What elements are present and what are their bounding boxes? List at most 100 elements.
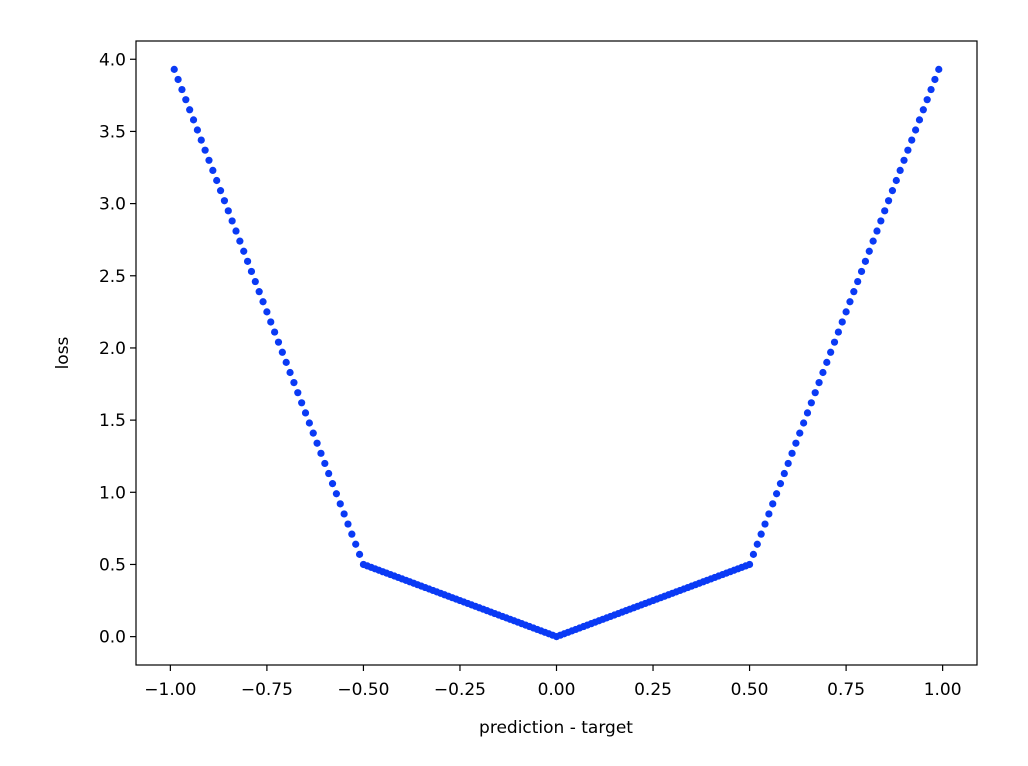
data-point: [344, 520, 352, 528]
y-tick-label: 0.0: [99, 628, 126, 648]
y-tick-label: 2.5: [99, 267, 126, 287]
data-point: [765, 510, 773, 518]
y-tick-label: 3.0: [99, 195, 126, 215]
data-point: [927, 85, 935, 94]
data-point: [815, 378, 823, 387]
data-point: [352, 540, 360, 548]
data-point: [896, 166, 904, 175]
data-point: [332, 490, 341, 498]
data-point: [811, 389, 819, 397]
data-point: [772, 490, 781, 498]
x-tick-label: −0.25: [434, 680, 486, 700]
data-point: [873, 227, 881, 235]
data-point: [830, 338, 839, 346]
data-point: [807, 399, 815, 407]
data-point: [788, 449, 796, 457]
data-point: [213, 176, 221, 185]
data-point: [904, 146, 912, 154]
data-point: [255, 288, 263, 296]
data-point: [186, 106, 194, 114]
y-tick-label: 4.0: [99, 50, 126, 70]
data-point: [236, 237, 244, 245]
data-point: [301, 409, 310, 417]
x-tick-label: 0.75: [827, 680, 865, 700]
data-point: [819, 368, 827, 377]
data-point: [220, 197, 229, 205]
data-point: [317, 449, 325, 457]
y-tick-label: 3.5: [99, 122, 126, 142]
data-point: [792, 439, 800, 447]
data-point: [823, 358, 831, 366]
plot-frame: [135, 40, 978, 666]
x-tick-label: 0.00: [538, 680, 576, 700]
data-point: [193, 126, 201, 134]
data-point: [271, 328, 279, 336]
data-point: [259, 298, 267, 306]
data-point: [854, 277, 862, 286]
data-point: [803, 409, 812, 417]
y-tick-label: 2.0: [99, 339, 126, 359]
data-point: [197, 136, 205, 144]
x-tick-label: −1.00: [144, 680, 196, 700]
data-point: [908, 136, 916, 144]
data-point: [761, 520, 769, 528]
x-axis-label: prediction - target: [479, 718, 633, 738]
data-point: [340, 510, 348, 518]
x-tick-label: 0.25: [634, 680, 672, 700]
data-point: [931, 75, 939, 84]
data-point: [884, 197, 893, 205]
data-point: [881, 207, 889, 215]
data-point: [780, 469, 788, 478]
data-point: [800, 419, 808, 427]
data-point: [205, 156, 213, 164]
data-point: [888, 187, 897, 195]
data-point: [834, 328, 842, 336]
data-point: [857, 267, 866, 276]
y-tick-label: 1.0: [99, 483, 126, 503]
data-point: [274, 338, 283, 346]
data-point: [892, 176, 900, 185]
data-point: [201, 146, 209, 154]
data-point: [842, 308, 850, 316]
x-tick-label: −0.50: [337, 680, 389, 700]
data-point: [216, 187, 225, 195]
data-point: [336, 500, 344, 508]
data-point: [865, 247, 873, 255]
data-point: [178, 85, 186, 94]
data-point: [776, 480, 785, 488]
data-point: [170, 65, 178, 73]
data-point: [861, 257, 870, 265]
data-point: [182, 96, 190, 104]
data-point: [912, 126, 920, 134]
data-point: [355, 550, 364, 558]
y-axis-label: loss: [53, 336, 73, 369]
data-point: [919, 106, 927, 114]
data-point: [189, 116, 198, 124]
data-point: [309, 429, 317, 437]
data-point: [827, 348, 835, 356]
data-point: [240, 247, 248, 255]
data-point: [267, 318, 275, 326]
data-point: [757, 530, 765, 538]
data-point: [850, 288, 858, 296]
data-point: [796, 429, 804, 437]
data-point: [877, 217, 885, 225]
data-point: [209, 166, 217, 175]
data-point: [294, 389, 302, 397]
data-point: [224, 207, 232, 215]
data-point: [232, 227, 240, 235]
data-point: [838, 318, 846, 326]
data-point: [325, 469, 333, 478]
data-point: [321, 459, 329, 468]
data-point: [753, 540, 761, 548]
data-point: [846, 298, 854, 306]
data-point: [749, 550, 758, 558]
data-point: [243, 257, 252, 265]
y-tick-label: 1.5: [99, 411, 126, 431]
x-tick-label: 0.50: [731, 680, 769, 700]
data-point: [282, 358, 290, 366]
data-point: [745, 560, 754, 569]
data-point: [305, 419, 313, 427]
data-point: [278, 348, 286, 356]
data-point: [915, 116, 924, 124]
